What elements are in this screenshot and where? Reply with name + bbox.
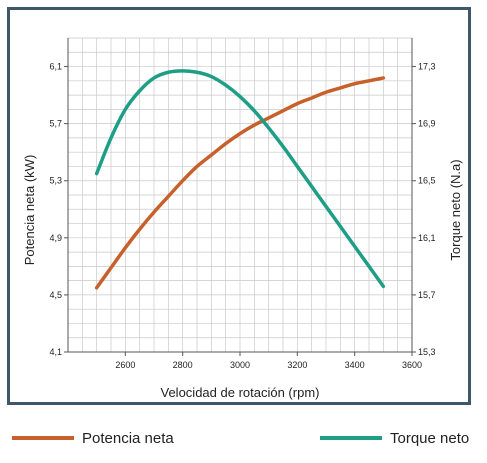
series-line-torque-neto <box>94 69 386 289</box>
series-lines <box>94 69 386 290</box>
y-axis-label: Potencia neta (kW) <box>22 155 37 266</box>
tick-labels: 4,1 4,5 4,9 5,3 5,7 6,1 15,3 15,7 16,1 16,5 16,9 17… <box>49 62 435 370</box>
y-tick-label: 5,7 <box>49 119 62 129</box>
x-axis-label: Velocidad de rotación (rpm) <box>161 385 320 400</box>
series-line-potencia-neta <box>94 76 386 290</box>
y2-tick-label: 17,3 <box>418 62 436 72</box>
x-tick-label: 2800 <box>173 360 193 370</box>
y2-tick-label: 15,7 <box>418 290 436 300</box>
legend-item-torque: Torque neto <box>320 426 469 450</box>
legend-label-torque: Torque neto <box>390 429 470 447</box>
legend-label-potencia: Potencia neta <box>82 429 174 447</box>
axes <box>64 38 416 356</box>
y-tick-label: 4,1 <box>49 347 62 357</box>
legend-swatch-torque <box>320 436 382 440</box>
x-tick-label: 2600 <box>115 360 135 370</box>
legend-item-potencia: Potencia neta <box>12 426 174 450</box>
x-tick-label: 3000 <box>230 360 250 370</box>
legend-swatch-potencia <box>12 436 74 440</box>
y2-tick-label: 16,1 <box>418 233 436 243</box>
x-tick-label: 3600 <box>402 360 422 370</box>
grid <box>67 37 413 353</box>
y-tick-label: 6,1 <box>49 62 62 72</box>
y-tick-label: 4,5 <box>49 290 62 300</box>
x-tick-label: 3200 <box>287 360 307 370</box>
y2-tick-label: 16,9 <box>418 119 436 129</box>
y2-axis-label: Torque neto (N.a) <box>448 159 463 260</box>
x-tick-label: 3400 <box>345 360 365 370</box>
y-tick-label: 4,9 <box>49 233 62 243</box>
y2-tick-label: 16,5 <box>418 176 436 186</box>
y-tick-label: 5,3 <box>49 176 62 186</box>
chart-frame <box>7 7 471 405</box>
y2-tick-label: 15,3 <box>418 347 436 357</box>
